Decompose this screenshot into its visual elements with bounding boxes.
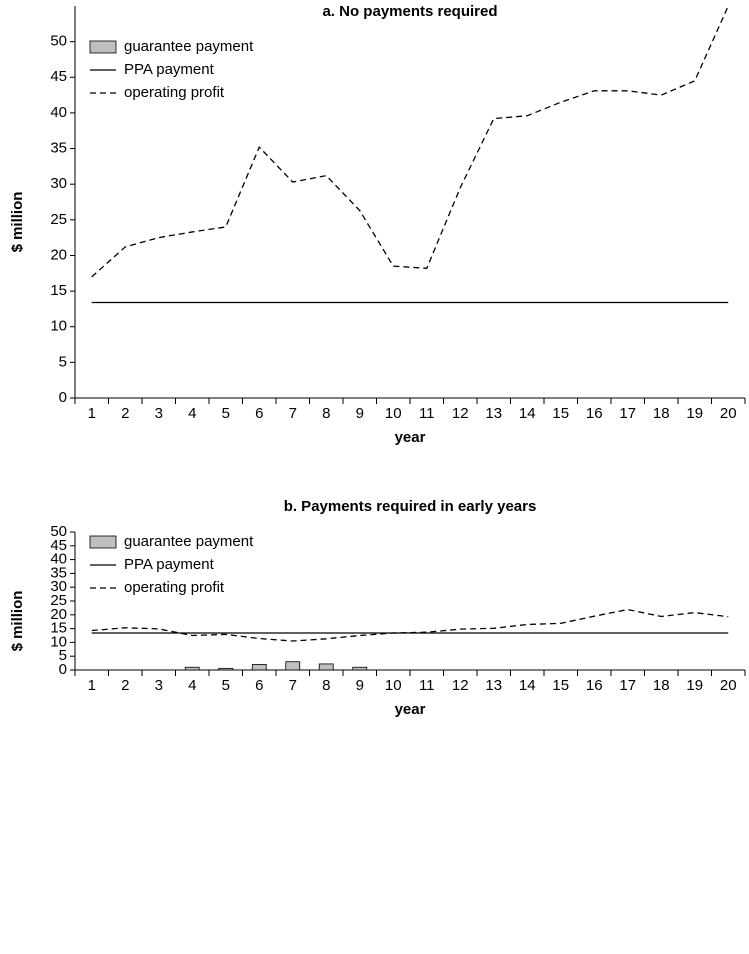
x-tick-label: 4 xyxy=(188,405,196,422)
x-tick-label: 6 xyxy=(255,677,263,694)
y-tick-label: 35 xyxy=(50,140,67,157)
y-tick-label: 40 xyxy=(50,551,67,568)
y-tick-label: 20 xyxy=(50,606,67,623)
chart-title: b. Payments required in early years xyxy=(284,498,537,515)
x-tick-label: 9 xyxy=(356,677,364,694)
x-tick-label: 12 xyxy=(452,677,469,694)
x-tick-label: 20 xyxy=(720,405,737,422)
y-tick-label: 30 xyxy=(50,175,67,192)
x-tick-label: 3 xyxy=(155,405,163,422)
y-tick-label: 0 xyxy=(59,389,67,406)
x-tick-label: 15 xyxy=(552,405,569,422)
y-tick-label: 20 xyxy=(50,246,67,263)
y-tick-label: 30 xyxy=(50,578,67,595)
x-tick-label: 8 xyxy=(322,405,330,422)
y-tick-label: 50 xyxy=(50,523,67,540)
x-tick-label: 15 xyxy=(552,677,569,694)
x-tick-label: 16 xyxy=(586,677,603,694)
y-tick-label: 5 xyxy=(59,647,67,664)
x-tick-label: 7 xyxy=(289,677,297,694)
y-tick-label: 15 xyxy=(50,282,67,299)
x-tick-label: 20 xyxy=(720,677,737,694)
x-tick-label: 16 xyxy=(586,405,603,422)
x-tick-label: 10 xyxy=(385,677,402,694)
y-tick-label: 45 xyxy=(50,537,67,554)
y-tick-label: 40 xyxy=(50,104,67,121)
x-tick-label: 19 xyxy=(686,405,703,422)
x-tick-label: 17 xyxy=(619,405,636,422)
legend-label: operating profit xyxy=(124,579,225,596)
bar xyxy=(218,667,234,671)
legend-label: PPA payment xyxy=(124,61,215,78)
x-tick-label: 17 xyxy=(619,677,636,694)
y-tick-label: 5 xyxy=(59,353,67,370)
x-tick-label: 4 xyxy=(188,677,196,694)
legend-swatch xyxy=(89,40,117,54)
legend-label: operating profit xyxy=(124,84,225,101)
chart-title: a. No payments required xyxy=(322,3,497,20)
x-tick-label: 6 xyxy=(255,405,263,422)
x-tick-label: 13 xyxy=(485,677,502,694)
x-tick-label: 2 xyxy=(121,677,129,694)
line-series xyxy=(91,608,729,642)
y-tick-label: 45 xyxy=(50,68,67,85)
y-tick-label: 10 xyxy=(50,318,67,335)
x-tick-label: 14 xyxy=(519,677,536,694)
bar xyxy=(184,666,200,671)
legend-swatch xyxy=(89,535,117,549)
legend-label: guarantee payment xyxy=(124,38,254,55)
y-tick-label: 0 xyxy=(59,661,67,678)
x-tick-label: 3 xyxy=(155,677,163,694)
x-tick-label: 2 xyxy=(121,405,129,422)
y-tick-label: 10 xyxy=(50,633,67,650)
x-axis-label: year xyxy=(395,429,426,446)
legend-label: guarantee payment xyxy=(124,533,254,550)
x-tick-label: 13 xyxy=(485,405,502,422)
x-tick-label: 5 xyxy=(222,677,230,694)
y-tick-label: 15 xyxy=(50,620,67,637)
legend-label: PPA payment xyxy=(124,556,215,573)
x-tick-label: 7 xyxy=(289,405,297,422)
x-tick-label: 9 xyxy=(356,405,364,422)
bar xyxy=(352,666,368,671)
x-tick-label: 10 xyxy=(385,405,402,422)
x-tick-label: 19 xyxy=(686,677,703,694)
bar xyxy=(318,663,334,671)
x-tick-label: 14 xyxy=(519,405,536,422)
x-axis-label: year xyxy=(395,701,426,718)
x-tick-label: 5 xyxy=(222,405,230,422)
x-tick-label: 8 xyxy=(322,677,330,694)
y-tick-label: 25 xyxy=(50,211,67,228)
x-tick-label: 18 xyxy=(653,677,670,694)
x-tick-label: 11 xyxy=(419,405,435,422)
y-tick-label: 25 xyxy=(50,592,67,609)
x-tick-label: 18 xyxy=(653,405,670,422)
y-tick-label: 50 xyxy=(50,33,67,50)
bar xyxy=(285,661,301,671)
line-series xyxy=(91,5,729,278)
y-axis-label: $ million xyxy=(9,192,26,253)
y-axis-label: $ million xyxy=(9,591,26,652)
x-tick-label: 1 xyxy=(88,677,96,694)
x-tick-label: 11 xyxy=(419,677,435,694)
bar xyxy=(251,664,267,671)
x-tick-label: 12 xyxy=(452,405,469,422)
y-tick-label: 35 xyxy=(50,564,67,581)
x-tick-label: 1 xyxy=(88,405,96,422)
